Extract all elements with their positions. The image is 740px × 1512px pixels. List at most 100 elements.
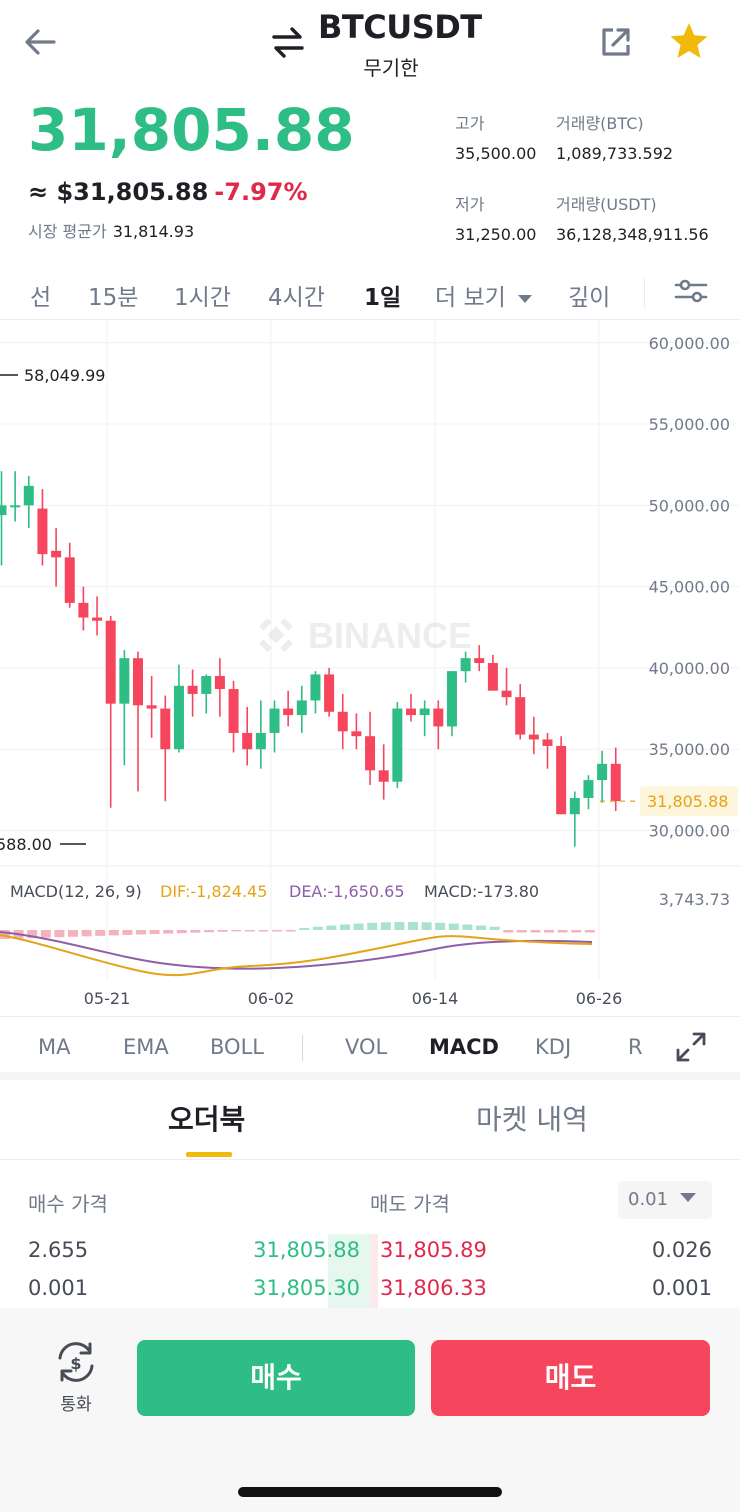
macd-dea: DEA:-1,650.65 bbox=[289, 882, 405, 901]
macd-bar bbox=[244, 930, 255, 932]
stat-high: 고가 35,500.00 bbox=[455, 110, 536, 163]
sell-button[interactable]: 매도 bbox=[431, 1340, 710, 1416]
x-label: 06-02 bbox=[248, 989, 295, 1008]
stat-volume-usdt: 거래량(USDT) 36,128,348,911.56 bbox=[556, 191, 709, 244]
candle-body bbox=[351, 731, 362, 737]
price-chart[interactable]: BINANCE 60,000.00 55,000.00 50,000.00 45,00… bbox=[0, 320, 740, 1014]
svg-text:$: $ bbox=[70, 1354, 81, 1373]
candle-body bbox=[542, 739, 553, 746]
candle-body bbox=[92, 617, 103, 621]
favorite-star-icon[interactable] bbox=[668, 20, 710, 62]
macd-bar bbox=[312, 926, 323, 930]
high-value: 35,500.00 bbox=[455, 144, 537, 163]
macd-bar bbox=[231, 930, 242, 932]
y-axis-label: 40,000.00 bbox=[649, 659, 730, 678]
tab-market-trades[interactable]: 마켓 내역 bbox=[476, 1103, 588, 1136]
tab-depth[interactable]: 깊이 bbox=[568, 285, 611, 311]
tab-timeframe-1d[interactable]: 1일 bbox=[364, 285, 402, 311]
currency-convert-label[interactable]: 통화 bbox=[60, 1395, 92, 1415]
macd-bar bbox=[0, 930, 10, 939]
macd-bar bbox=[530, 930, 541, 933]
y-axis-label: 30,000.00 bbox=[649, 821, 730, 840]
header: BTCUSDT 무기한 bbox=[0, 0, 740, 92]
precision-value: 0.01 bbox=[628, 1189, 669, 1210]
candle-body bbox=[201, 676, 212, 694]
indicator-rsi[interactable]: R bbox=[628, 1035, 642, 1059]
ask-price: 31,806.33 bbox=[380, 1276, 487, 1300]
macd-bar bbox=[380, 922, 391, 930]
candle-body bbox=[160, 708, 171, 750]
high-marker: 58,049.99 bbox=[0, 366, 105, 385]
macd-bar bbox=[326, 925, 337, 930]
contract-type-label: 무기한 bbox=[363, 56, 419, 80]
back-arrow-icon[interactable] bbox=[20, 22, 60, 62]
candle-body bbox=[133, 658, 143, 706]
tab-timeframe-4h[interactable]: 4시간 bbox=[268, 285, 325, 311]
candle-body bbox=[228, 689, 239, 733]
macd-bar bbox=[108, 930, 119, 936]
indicator-macd[interactable]: MACD bbox=[429, 1035, 499, 1059]
x-label: 06-26 bbox=[576, 989, 623, 1008]
tab-timeframe-line[interactable]: 선 bbox=[30, 285, 52, 311]
x-label: 05-21 bbox=[84, 989, 131, 1008]
y-axis-label: 60,000.00 bbox=[649, 334, 730, 353]
buy-button[interactable]: 매수 bbox=[137, 1340, 415, 1416]
mark-price-row: 시장 평균가 31,814.93 bbox=[28, 218, 194, 242]
candle-body bbox=[515, 697, 526, 735]
macd-bar bbox=[571, 930, 582, 933]
low-label: 저가 bbox=[455, 195, 485, 214]
candle-body bbox=[583, 780, 594, 798]
x-label: 06-14 bbox=[412, 989, 459, 1008]
external-link-icon[interactable] bbox=[598, 24, 634, 60]
tab-timeframe-1h[interactable]: 1시간 bbox=[174, 285, 231, 311]
currency-convert-icon[interactable]: $ bbox=[52, 1340, 100, 1384]
macd-bar bbox=[204, 930, 214, 933]
tab-timeframe-more[interactable]: 더 보기 bbox=[435, 278, 533, 312]
macd-scale-label: 3,743.73 bbox=[659, 890, 730, 909]
macd-title: MACD(12, 26, 9) bbox=[10, 882, 142, 901]
orderbook-row[interactable]: 2.655 31,805.88 31,805.89 0.026 bbox=[0, 1234, 740, 1272]
pair-title[interactable]: BTCUSDT bbox=[318, 8, 482, 46]
candle-body bbox=[119, 658, 130, 704]
indicator-boll[interactable]: BOLL bbox=[210, 1035, 264, 1059]
candle-body bbox=[460, 658, 471, 672]
macd-bar bbox=[54, 930, 65, 938]
macd-bar bbox=[163, 930, 174, 934]
candle-body bbox=[419, 708, 430, 716]
precision-select[interactable]: 0.01 bbox=[618, 1181, 712, 1219]
macd-bar bbox=[81, 930, 92, 937]
macd-bar bbox=[557, 930, 568, 933]
indicator-vol[interactable]: VOL bbox=[345, 1035, 388, 1059]
section-divider bbox=[0, 1072, 740, 1080]
tab-timeframe-15m[interactable]: 15분 bbox=[88, 285, 139, 311]
price-change-row: ≈ $31,805.88 -7.97% bbox=[28, 178, 308, 206]
candle-body bbox=[474, 658, 485, 664]
tab-orderbook[interactable]: 오더북 bbox=[168, 1103, 246, 1136]
indicator-ma[interactable]: MA bbox=[38, 1035, 71, 1059]
orderbook-row[interactable]: 0.001 31,805.30 31,806.33 0.001 bbox=[0, 1272, 740, 1310]
indicator-kdj[interactable]: KDJ bbox=[535, 1035, 572, 1059]
caret-down-icon bbox=[518, 294, 533, 303]
swap-pair-icon[interactable] bbox=[270, 22, 306, 62]
candle-body bbox=[64, 557, 75, 603]
candle-body bbox=[283, 708, 294, 716]
candle-body bbox=[78, 602, 89, 618]
x-axis-labels: 05-21 06-02 06-14 06-26 bbox=[84, 989, 623, 1008]
volume-usdt-value: 36,128,348,911.56 bbox=[556, 225, 709, 244]
fullscreen-expand-icon[interactable] bbox=[674, 1030, 708, 1064]
macd-dea-line bbox=[0, 931, 593, 970]
macd-value: MACD:-173.80 bbox=[424, 882, 539, 901]
macd-bar bbox=[489, 926, 500, 930]
macd-bar bbox=[462, 924, 473, 930]
chart-settings-icon[interactable] bbox=[674, 276, 708, 306]
ask-price: 31,805.89 bbox=[380, 1238, 487, 1262]
macd-bar bbox=[544, 930, 554, 933]
macd-bar bbox=[68, 930, 78, 937]
candle-body bbox=[51, 550, 62, 558]
low-marker-label: 588.00 bbox=[0, 835, 52, 854]
low-value: 31,250.00 bbox=[455, 225, 537, 244]
macd-bar bbox=[27, 930, 38, 939]
y-axis-label: 45,000.00 bbox=[649, 578, 730, 597]
indicator-ema[interactable]: EMA bbox=[123, 1035, 169, 1059]
mark-price-value: 31,814.93 bbox=[112, 222, 195, 241]
